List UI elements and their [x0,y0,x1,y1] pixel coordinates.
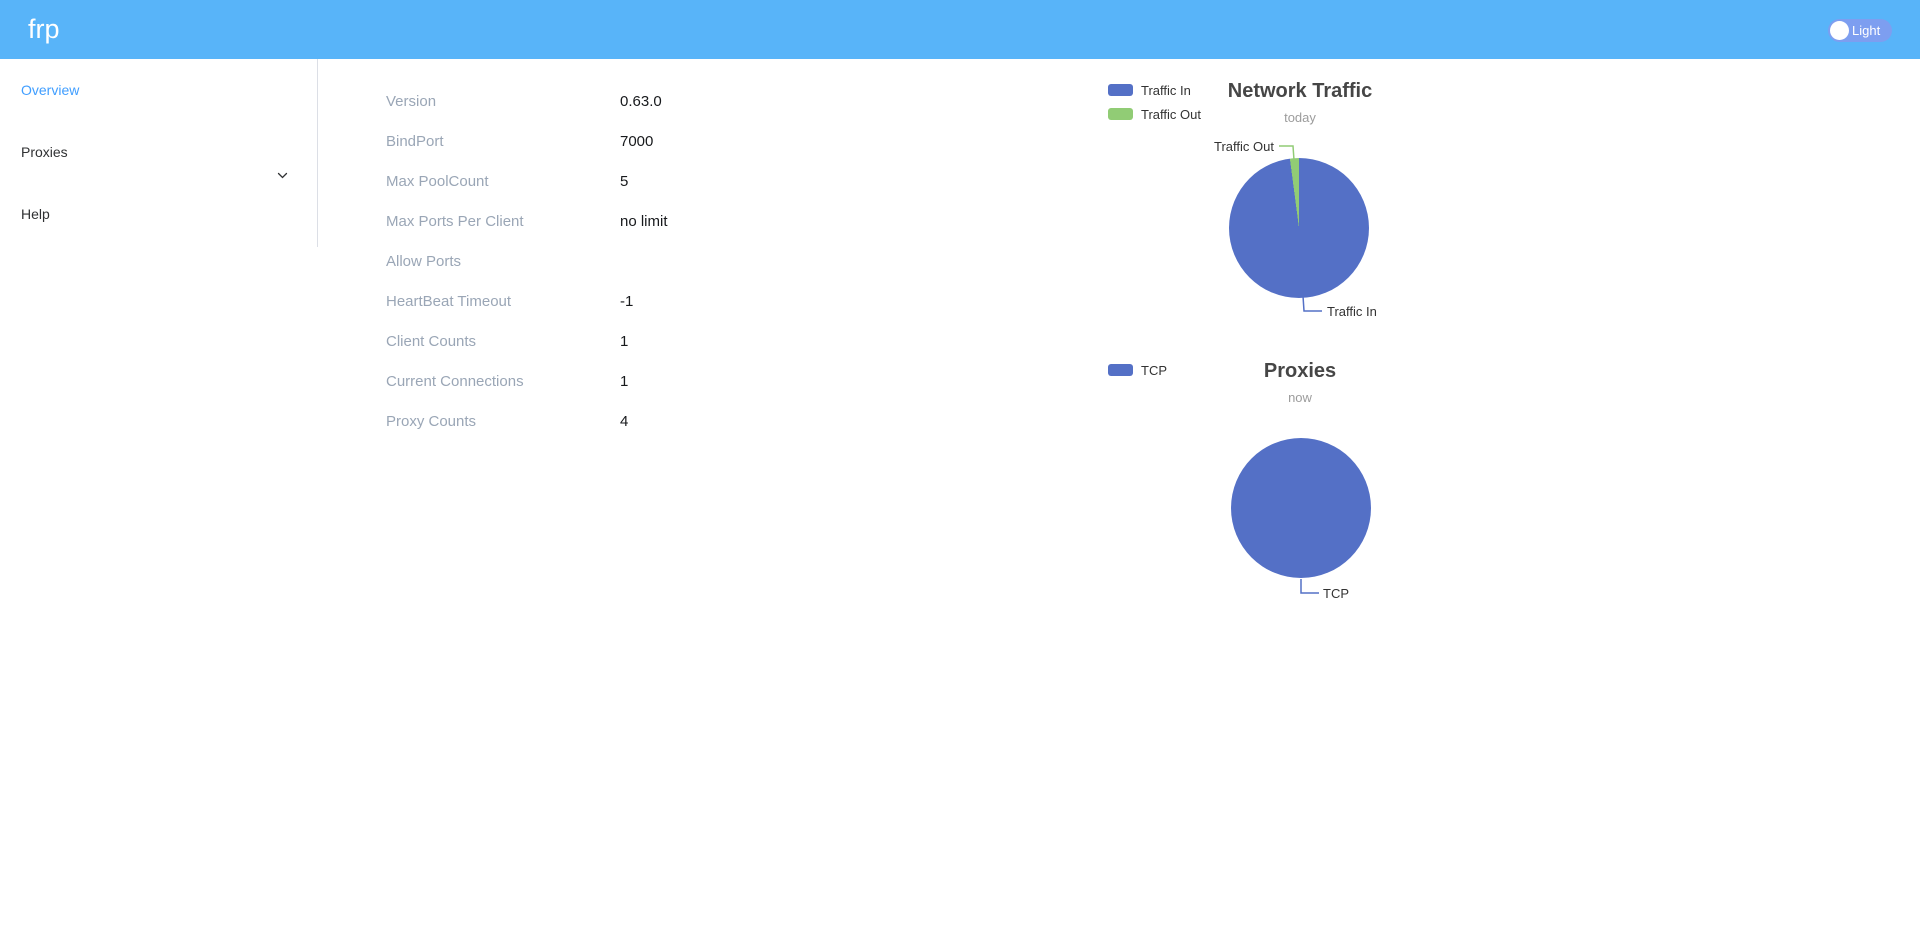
info-value: 7000 [620,132,654,150]
header-bar: frp Light [0,0,1920,59]
chart-title: Proxies [1263,360,1337,382]
info-label: HeartBeat Timeout [386,292,512,310]
info-label: BindPort [386,132,444,150]
sidebar-item-label: Overview [21,82,80,98]
info-value: 1 [620,372,629,390]
chart-title: Network Traffic [1227,80,1373,102]
chevron-down-icon [276,146,289,208]
sidebar-item-label: Proxies [21,144,68,160]
info-value: 1 [620,332,629,350]
legend-label: Traffic Out [1141,106,1201,122]
toggle-knob-icon [1830,21,1849,40]
info-label: Max Ports Per Client [386,212,524,230]
pie-chart-proxies[interactable] [1231,438,1371,578]
legend-swatch-icon [1108,84,1133,96]
info-label: Version [386,92,437,110]
sidebar-item-overview[interactable]: Overview [0,59,317,121]
info-label: Client Counts [386,332,477,350]
chart-subtitle: today [1284,110,1316,125]
info-label: Current Connections [386,372,524,390]
info-row-proxy-counts: Proxy Counts 4 [386,401,946,441]
info-value: no limit [620,212,668,230]
chart-legend: Traffic In Traffic Out [1108,82,1201,132]
info-row-current-connections: Current Connections 1 [386,361,946,401]
pie-label-traffic-in: Traffic In [1327,304,1377,319]
sidebar-item-proxies[interactable]: Proxies [0,121,317,183]
info-row-max-ports-per-client: Max Ports Per Client no limit [386,201,946,241]
info-label: Proxy Counts [386,412,477,430]
info-row-heartbeat-timeout: HeartBeat Timeout -1 [386,281,946,321]
overview-panel: Version 0.63.0 BindPort 7000 Max PoolCou… [386,81,946,441]
legend-item-tcp[interactable]: TCP [1108,362,1167,378]
legend-swatch-icon [1108,364,1133,376]
chart-subtitle: now [1288,390,1312,405]
chart-proxies: Proxies now TCP TCP [1100,340,1500,620]
pie-label-traffic-out: Traffic Out [1214,139,1274,154]
sidebar: Overview Proxies Help [0,59,318,247]
info-value: -1 [620,292,634,310]
pie-label-tcp: TCP [1323,586,1349,601]
legend-label: Traffic In [1141,82,1191,98]
info-row-version: Version 0.63.0 [386,81,946,121]
info-label: Allow Ports [386,252,462,270]
brand-title: frp [28,14,60,44]
info-label: Max PoolCount [386,172,489,190]
info-value: 4 [620,412,629,430]
pie-chart-network-traffic[interactable] [1229,158,1369,298]
toggle-label: Light [1852,23,1881,38]
legend-swatch-icon [1108,108,1133,120]
info-value: 5 [620,172,629,190]
chart-legend: TCP [1108,362,1167,388]
sidebar-item-label: Help [21,206,50,222]
info-row-allow-ports: Allow Ports [386,241,946,281]
info-row-bindport: BindPort 7000 [386,121,946,161]
info-row-client-counts: Client Counts 1 [386,321,946,361]
theme-toggle[interactable]: Light [1828,19,1892,42]
info-value: 0.63.0 [620,92,662,110]
legend-label: TCP [1141,362,1167,378]
chart-network-traffic: Network Traffic today Traffic In Traffic… [1100,60,1500,340]
info-row-max-poolcount: Max PoolCount 5 [386,161,946,201]
sidebar-item-help[interactable]: Help [0,183,317,245]
legend-item-traffic-out[interactable]: Traffic Out [1108,106,1201,122]
legend-item-traffic-in[interactable]: Traffic In [1108,82,1201,98]
